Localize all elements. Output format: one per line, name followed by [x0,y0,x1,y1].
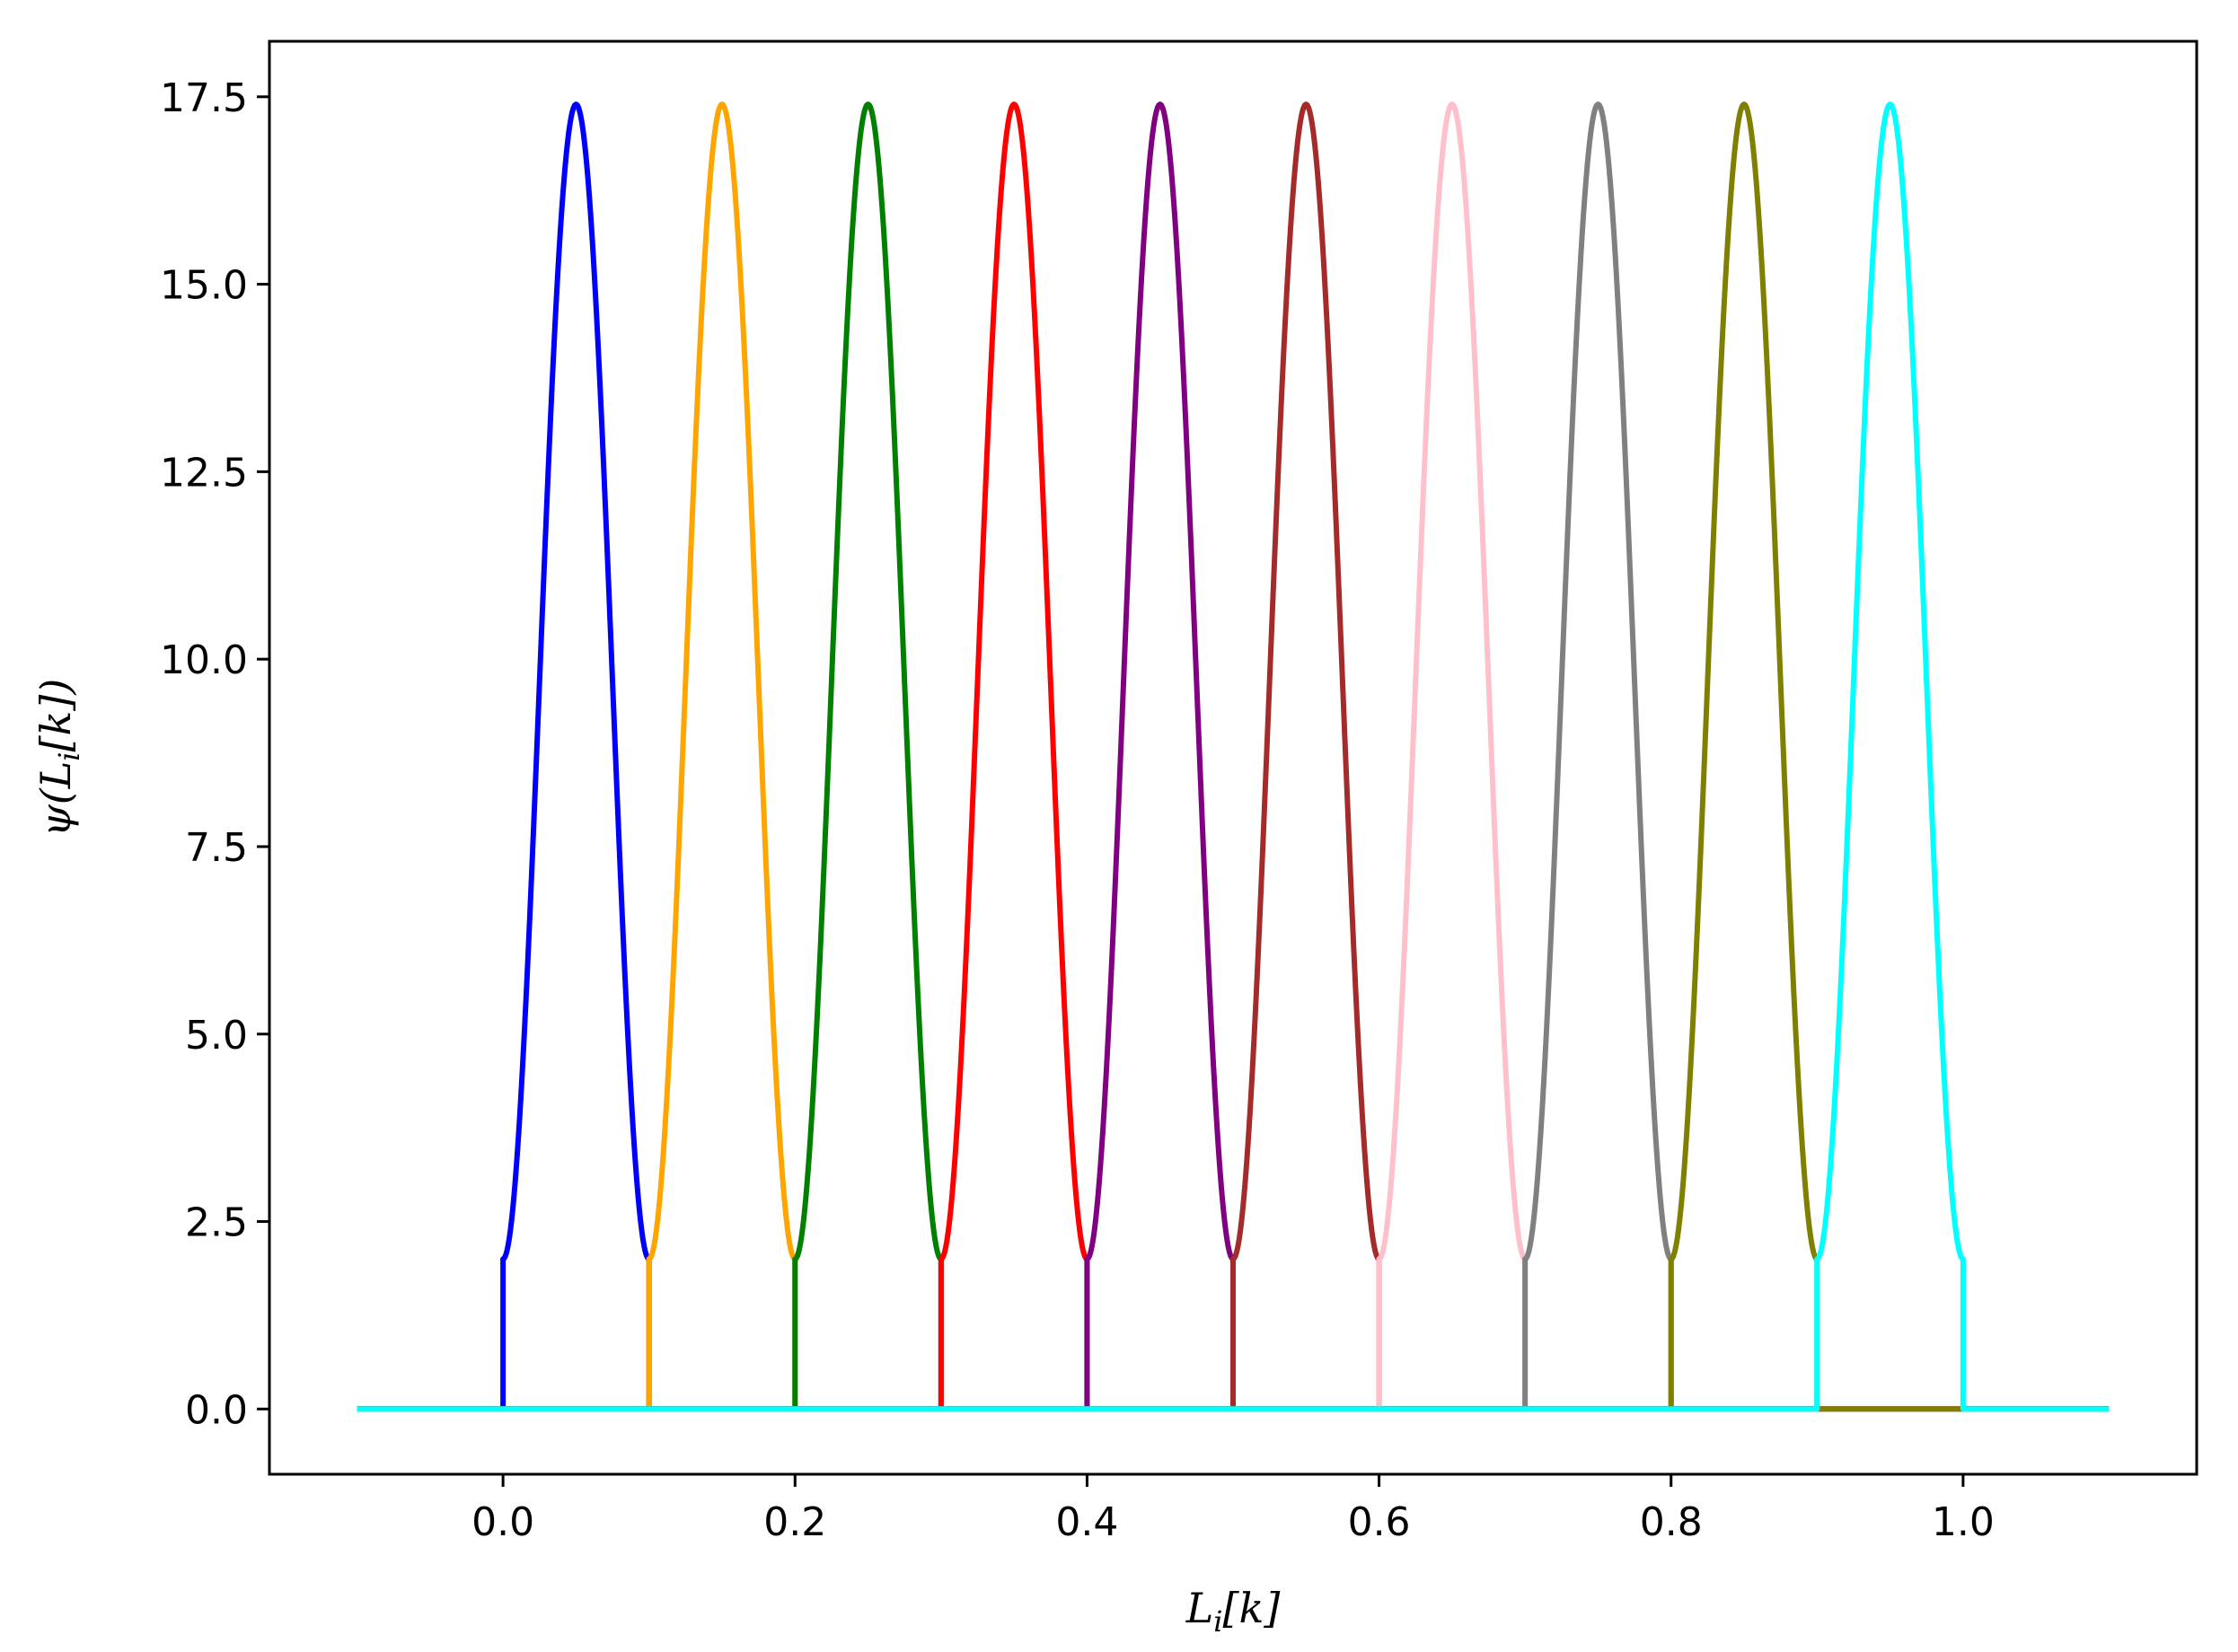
y-tick-label: 2.5 [185,1200,248,1246]
x-tick-label: 1.0 [1932,1499,1995,1545]
y-tick-label: 0.0 [185,1387,248,1433]
y-tick-label: 7.5 [185,825,248,871]
series-line-9 [357,101,2110,1412]
plot-area [268,40,2198,1476]
series-line-10 [357,101,2110,1412]
y-tick-label: 10.0 [160,637,248,683]
y-tick-label: 15.0 [160,263,248,309]
x-tick-label: 0.6 [1348,1499,1411,1545]
y-tick-label: 5.0 [185,1013,248,1059]
series-line-1 [357,101,2110,1412]
x-axis-label: Li[k] [1185,1584,1281,1639]
series-line-7 [357,101,2110,1412]
series-line-8 [357,101,2110,1412]
x-tick-label: 0.4 [1055,1499,1118,1545]
y-axis: 0.0 2.5 5.0 7.5 10.0 12.5 15.0 17.5 [160,75,269,1433]
y-tick-label: 12.5 [160,450,248,496]
x-axis: 0.0 0.2 0.4 0.6 0.8 1.0 [471,1474,1995,1545]
series-line-3 [357,101,2110,1412]
series-line-4 [357,101,2110,1412]
series-line-2 [357,101,2110,1412]
series-layer [357,101,2110,1412]
x-tick-label: 0.8 [1640,1499,1703,1545]
series-line-6 [357,101,2110,1412]
series-line-5 [357,101,2110,1412]
y-tick-label: 17.5 [160,75,248,121]
plot-frame [268,40,2198,1476]
y-axis-label: ψ(Li[k]) [31,679,86,838]
x-tick-label: 0.2 [763,1499,826,1545]
x-tick-label: 0.0 [471,1499,534,1545]
